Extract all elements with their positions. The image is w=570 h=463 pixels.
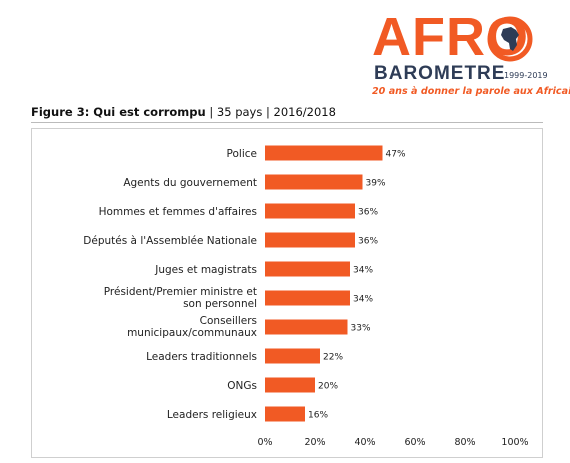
figure-title: Figure 3: Qui est corrompu | 35 pays | 2… xyxy=(31,105,336,119)
category-label: Président/Premier ministre et son personn… xyxy=(104,286,257,310)
category-label: Hommes et femmes d'affaires xyxy=(99,206,257,218)
category-label: ONGs xyxy=(227,380,257,392)
value-label: 34% xyxy=(353,266,373,276)
value-label: 22% xyxy=(323,353,343,363)
afrobarometre-logo: AFRO BAROMETRE 1999-2019 20 ans à donner… xyxy=(372,6,570,98)
category-label-line: Président/Premier ministre et xyxy=(104,286,257,298)
logo-wordmark-barometre: BAROMETRE xyxy=(374,63,506,84)
category-label: Députés à l'Assemblée Nationale xyxy=(83,235,257,247)
bar xyxy=(265,319,348,335)
value-label: 36% xyxy=(358,237,378,247)
bar xyxy=(265,377,315,393)
category-label-line: municipaux/communaux xyxy=(127,327,257,339)
bar xyxy=(265,348,320,364)
x-tick-label: 80% xyxy=(454,437,475,448)
value-label: 47% xyxy=(386,150,406,160)
logo-tagline: 20 ans à donner la parole aux Africains xyxy=(372,86,570,97)
x-tick-label: 0% xyxy=(257,437,272,448)
category-label: Leaders religieux xyxy=(167,409,257,421)
category-label: Juges et magistrats xyxy=(154,264,257,276)
value-label: 33% xyxy=(351,324,371,334)
category-label-line: Conseillers xyxy=(200,315,257,327)
figure-meta: | 35 pays | 2016/2018 xyxy=(205,105,336,119)
category-label: Police xyxy=(227,148,257,160)
x-tick-label: 100% xyxy=(501,437,528,448)
bar xyxy=(265,290,350,306)
value-label: 39% xyxy=(366,179,386,189)
logo-years: 1999-2019 xyxy=(504,71,548,80)
bar xyxy=(265,406,305,422)
category-label: Conseillers municipaux/communaux xyxy=(127,315,257,339)
bar xyxy=(265,174,363,190)
x-tick-label: 60% xyxy=(404,437,425,448)
title-divider xyxy=(31,122,543,123)
category-label: Leaders traditionnels xyxy=(146,351,257,363)
bar xyxy=(265,261,350,277)
value-label: 20% xyxy=(318,382,338,392)
x-tick-label: 20% xyxy=(304,437,325,448)
value-label: 36% xyxy=(358,208,378,218)
bar xyxy=(265,145,383,161)
category-label-line: son personnel xyxy=(183,298,257,310)
value-label: 16% xyxy=(308,411,328,421)
value-label: 34% xyxy=(353,295,373,305)
figure-label: Figure 3: Qui est corrompu xyxy=(31,105,206,119)
africa-globe-icon xyxy=(487,16,533,62)
bar xyxy=(265,232,355,248)
bar xyxy=(265,203,355,219)
chart-frame xyxy=(31,128,543,458)
category-label: Agents du gouvernement xyxy=(123,177,257,189)
x-tick-label: 40% xyxy=(354,437,375,448)
